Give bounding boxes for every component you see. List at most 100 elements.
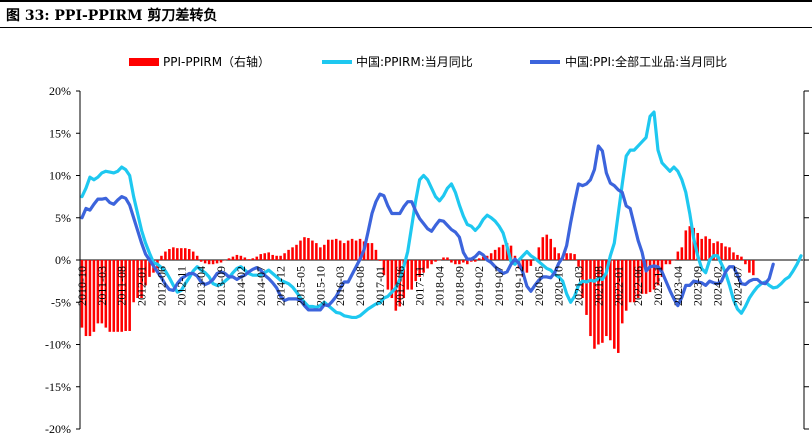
bar	[680, 247, 684, 260]
bar	[577, 260, 580, 267]
line-ppirm-yoy	[80, 110, 803, 320]
bar	[620, 260, 624, 324]
bar	[601, 260, 604, 343]
bar	[132, 260, 135, 303]
bar-series	[80, 226, 755, 353]
bar	[100, 260, 104, 324]
x-tick-label-31: 2023-09	[691, 266, 705, 306]
bar	[708, 238, 711, 261]
bar	[434, 260, 437, 262]
bar	[700, 238, 703, 261]
bar	[632, 260, 636, 303]
bar	[430, 260, 433, 265]
x-tick-label-6: 2013-04	[194, 266, 208, 306]
x-tick-label-19: 2018-09	[452, 266, 466, 306]
bar	[263, 253, 266, 260]
bar	[227, 258, 231, 260]
bar	[207, 260, 211, 265]
bar	[315, 243, 318, 260]
bar	[303, 237, 306, 260]
x-tick-label-1: 2011-03	[95, 266, 109, 306]
bar	[684, 230, 688, 260]
y-tick-label-3: 5%	[55, 211, 71, 225]
bar	[704, 236, 707, 260]
bar	[422, 260, 425, 273]
bar	[299, 240, 302, 260]
x-tick-label-17: 2017-11	[413, 266, 427, 306]
bar	[489, 253, 493, 260]
bar	[617, 260, 620, 353]
bar	[624, 260, 628, 311]
bar	[235, 254, 239, 260]
y-tick-label-0: 20%	[49, 84, 71, 98]
bar	[239, 255, 243, 260]
bar	[112, 260, 116, 332]
bar	[386, 260, 390, 290]
bar	[581, 260, 584, 299]
bar	[164, 251, 167, 260]
bar	[553, 247, 556, 260]
bar	[668, 260, 672, 265]
line-ppi-yoy	[80, 144, 775, 312]
x-tick-label-33: 2024-07	[730, 266, 744, 306]
bar	[426, 260, 429, 269]
bar	[442, 257, 445, 260]
bar	[454, 260, 457, 265]
x-tick-label-12: 2015-10	[313, 266, 327, 306]
bar	[215, 260, 219, 264]
bar	[191, 251, 195, 260]
bar	[628, 260, 632, 303]
bar	[720, 243, 723, 260]
bar	[354, 240, 358, 260]
x-tick-label-21: 2019-07	[492, 266, 506, 306]
bar	[418, 260, 421, 277]
bar	[545, 234, 549, 260]
bar	[688, 226, 692, 260]
bar	[752, 260, 755, 276]
bar	[736, 254, 739, 260]
bar	[374, 249, 378, 260]
bar	[748, 260, 751, 273]
bar	[640, 260, 644, 294]
bar	[716, 241, 719, 260]
bar	[676, 251, 680, 260]
bar	[128, 260, 131, 331]
y-tick-label-4: 0%	[55, 253, 71, 267]
x-tick-label-32: 2024-02	[711, 266, 725, 306]
bar	[458, 260, 461, 265]
bar	[255, 256, 259, 260]
bar	[259, 254, 263, 260]
x-tick-label-28: 2022-06	[631, 266, 645, 306]
x-tick-label-5: 2012-11	[174, 266, 188, 306]
figure-title: 图 33: PPI-PPIRM 剪刀差转负	[6, 8, 218, 24]
bar	[180, 248, 183, 260]
legend-label-0: PPI-PPIRM（右轴）	[163, 54, 270, 69]
bar	[378, 260, 382, 261]
bar	[525, 260, 529, 273]
bar	[501, 244, 505, 260]
bar	[195, 255, 199, 260]
x-tick-label-18: 2018-04	[433, 266, 447, 306]
bar	[287, 249, 290, 260]
x-tick-label-15: 2017-01	[373, 266, 387, 306]
bar	[271, 254, 274, 260]
x-tick-label-2: 2011-08	[115, 266, 129, 306]
x-tick-label-16: 2017-06	[393, 266, 407, 306]
y-tick-label-7: -15%	[45, 380, 71, 394]
line-series	[80, 110, 803, 320]
bar	[636, 260, 640, 299]
x-tick-label-26: 2021-08	[591, 266, 605, 306]
bar	[311, 240, 314, 260]
bar	[481, 256, 485, 260]
bar	[168, 249, 171, 260]
x-tick-label-10: 2014-12	[274, 266, 288, 306]
x-tick-label-22: 2019-12	[512, 266, 526, 306]
x-tick-label-0: 2010-10	[75, 266, 89, 306]
bar	[251, 258, 255, 260]
bar	[398, 260, 402, 307]
figure-header: 图 33: PPI-PPIRM 剪刀差转负	[0, 0, 812, 28]
bar	[96, 260, 100, 324]
bar	[474, 260, 477, 262]
bar	[549, 238, 553, 261]
bar	[279, 255, 282, 260]
